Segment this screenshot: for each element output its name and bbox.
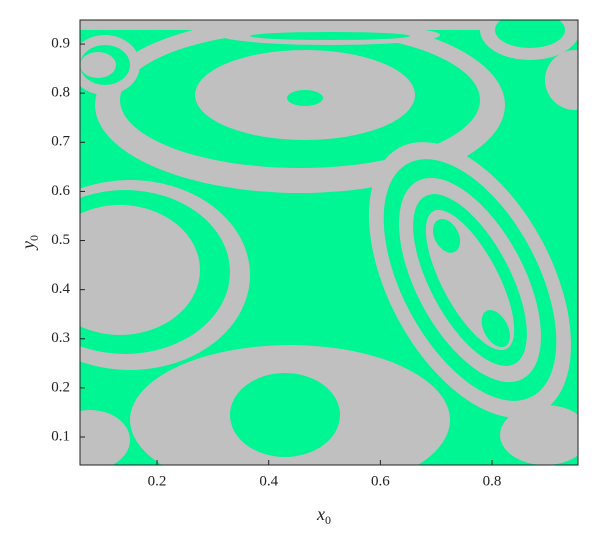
x-tick-label: 0.8 (483, 473, 502, 489)
y-tick-label: 0.8 (51, 85, 70, 101)
basin-region (80, 410, 130, 465)
plot-frame (79, 19, 579, 466)
basin-region (432, 218, 461, 253)
basin-region (287, 90, 323, 106)
y-axis-label: y0 (18, 235, 41, 251)
y-tick-label: 0.9 (51, 36, 70, 52)
basin-region (545, 50, 578, 110)
basin-region (250, 32, 410, 40)
y-tick-label: 0.6 (51, 183, 70, 199)
y-tick-label: 0.4 (51, 281, 70, 297)
x-tick-label: 0.4 (259, 473, 278, 489)
basin-region (230, 373, 340, 457)
basin-region (80, 205, 200, 335)
y-tick-label: 0.7 (51, 134, 70, 150)
basin-image (80, 20, 578, 465)
y-tick-label: 0.3 (51, 330, 70, 346)
basin-region (80, 52, 116, 78)
basin-region (495, 20, 565, 48)
x-axis-label: x0 (316, 504, 331, 527)
x-tick-label: 0.2 (148, 473, 167, 489)
basin-region (500, 405, 578, 465)
y-tick-label: 0.1 (51, 428, 70, 444)
x-tick-label: 0.6 (371, 473, 390, 489)
y-tick-label: 0.5 (51, 232, 70, 248)
y-tick-label: 0.2 (51, 379, 70, 395)
basin-region (481, 310, 510, 348)
